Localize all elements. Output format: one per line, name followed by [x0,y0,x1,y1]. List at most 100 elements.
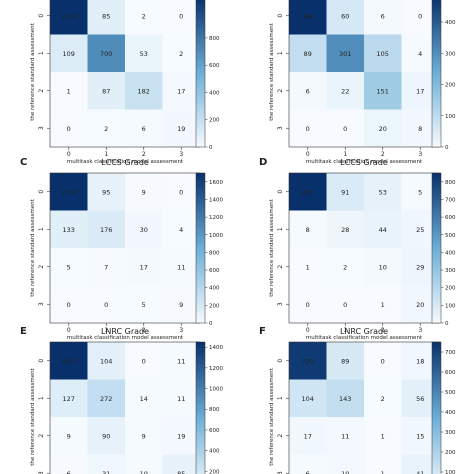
colorbar-tick-label: 400 [209,449,220,455]
y-tick-label: 3 [277,471,284,474]
cell-value-label: 17 [416,87,424,95]
heatmap-cell [50,210,88,248]
heatmap-cell [162,285,200,323]
heatmap-cell [87,72,125,110]
heatmap-cell [50,173,88,211]
panel-label: C [20,157,27,168]
y-tick-label: 2 [38,434,45,438]
cell-value-label: 14 [140,395,148,403]
colorbar [431,172,442,324]
cell-value-label: 2 [343,263,347,271]
heatmap-cell [87,342,125,380]
colorbar-tick-label: 300 [445,268,456,274]
heatmap-cell [364,210,402,248]
colorbar-tick-label: 300 [445,430,456,436]
heatmap-cell [364,34,402,72]
x-tick-label: 3 [418,151,422,158]
cell-value-label: 17 [304,432,312,440]
heatmap-cell [125,379,163,417]
panel-label: E [20,326,27,337]
colorbar-tick-label: 700 [445,350,456,356]
cell-value-label: 6 [67,470,71,474]
heatmap-cell [289,342,327,380]
colorbar-tick-label: 400 [445,250,456,256]
y-tick-label: 1 [38,227,45,231]
cell-value-label: 89 [341,357,349,365]
cell-value-label: 1 [381,470,385,474]
heatmap-cell [162,0,200,35]
cell-value-label: 0 [381,357,385,365]
cell-value-label: 53 [379,188,387,196]
heatmap-cell [289,454,327,474]
cell-value-label: 18 [416,357,424,365]
heatmap-cell [364,379,402,417]
colorbar-tick-label: 800 [209,407,220,413]
cell-value-label: 9 [67,432,71,440]
cell-value-label: 25 [416,226,424,234]
y-axis-label: the reference standard assessment [30,198,36,296]
cell-value-label: 44 [379,226,387,234]
y-tick-label: 1 [277,51,284,55]
cell-value-label: 480 [302,12,314,20]
colorbar-tick-label: 500 [445,233,456,239]
cell-value-label: 31 [102,470,110,474]
heatmap-cell [50,72,88,110]
x-tick-label: 2 [381,327,385,334]
heatmap-cell [87,454,125,474]
y-tick-label: 2 [38,265,45,269]
heatmap-cell [162,342,200,380]
heatmap-cell [326,109,364,147]
cell-value-label: 0 [306,301,310,309]
y-axis-label: the reference standard assessment [269,22,275,120]
cell-value-label: 1 [381,432,385,440]
x-tick-label: 2 [381,151,385,158]
y-tick-label: 0 [277,14,284,18]
heatmap-cell [87,417,125,455]
colorbar-tick-label: 400 [445,20,456,26]
colorbar-tick-label: 1000 [209,233,223,239]
cell-value-label: 127 [63,395,75,403]
y-tick-label: 2 [277,89,284,93]
heatmap-cell [326,210,364,248]
x-tick-label: 1 [343,327,347,334]
heatmap-cell [87,210,125,248]
cell-value-label: 1 [381,301,385,309]
cell-value-label: 90 [102,432,110,440]
panel-label: F [259,326,266,337]
cell-value-label: 19 [177,432,185,440]
cell-value-label: 2 [179,50,183,58]
y-axis-label: the reference standard assessment [269,198,275,296]
cell-value-label: 0 [343,301,347,309]
heatmap-cell [326,454,364,474]
cell-value-label: 6 [381,12,385,20]
y-tick-label: 1 [38,396,45,400]
cell-value-label: 0 [418,12,422,20]
cell-value-label: 104 [100,357,112,365]
heatmap-cell [326,72,364,110]
cell-value-label: 10 [341,470,349,474]
heatmap-cell [401,454,439,474]
heatmap-cell [125,417,163,455]
heatmap-cell [289,109,327,147]
heatmap-cell [125,210,163,248]
y-tick-label: 2 [277,265,284,269]
x-tick-label: 0 [306,327,310,334]
cell-value-label: 1450 [60,357,77,365]
heatmap-cell [326,0,364,35]
heatmap-cell [289,34,327,72]
heatmap-cell [125,109,163,147]
y-tick-label: 0 [277,359,284,363]
colorbar-tick-label: 400 [445,410,456,416]
heatmap-cell [162,173,200,211]
y-tick-label: 1 [38,51,45,55]
cell-value-label: 53 [140,50,148,58]
colorbar-tick-label: 500 [445,390,456,396]
x-tick-label: 3 [179,327,183,334]
x-tick-label: 1 [343,151,347,158]
panel-title: LCCS Grade [340,158,388,167]
heatmap-cell [364,109,402,147]
